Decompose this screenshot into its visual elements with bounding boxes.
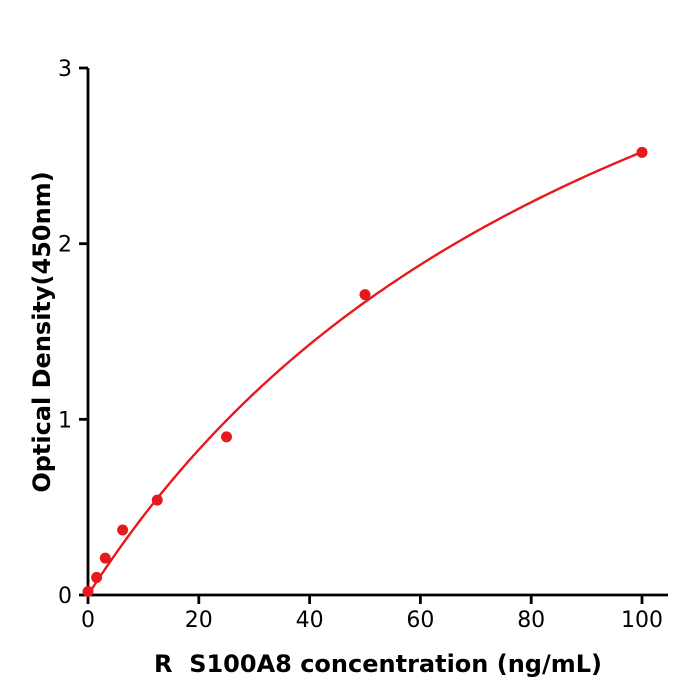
- y-tick-label: 3: [58, 57, 72, 82]
- x-tick-label: 0: [81, 608, 95, 633]
- y-tick-label: 1: [58, 408, 72, 433]
- y-tick-label: 0: [58, 584, 72, 609]
- x-tick-label: 20: [185, 608, 213, 633]
- x-tick-label: 100: [621, 608, 663, 633]
- data-point: [359, 289, 371, 301]
- data-point: [82, 585, 94, 597]
- y-tick-label: 2: [58, 233, 72, 258]
- fit-curve: [86, 150, 644, 597]
- data-point: [117, 524, 129, 536]
- data-point: [151, 494, 163, 506]
- data-point: [99, 552, 111, 564]
- data-point: [91, 571, 103, 583]
- x-tick-label: 60: [406, 608, 434, 633]
- x-tick-label: 40: [296, 608, 324, 633]
- x-axis-title: R S100A8 concentration (ng/mL): [154, 650, 602, 678]
- data-point: [636, 146, 648, 158]
- y-axis-title: Optical Density(450nm): [28, 171, 56, 493]
- x-tick-label: 80: [517, 608, 545, 633]
- data-point: [221, 431, 232, 443]
